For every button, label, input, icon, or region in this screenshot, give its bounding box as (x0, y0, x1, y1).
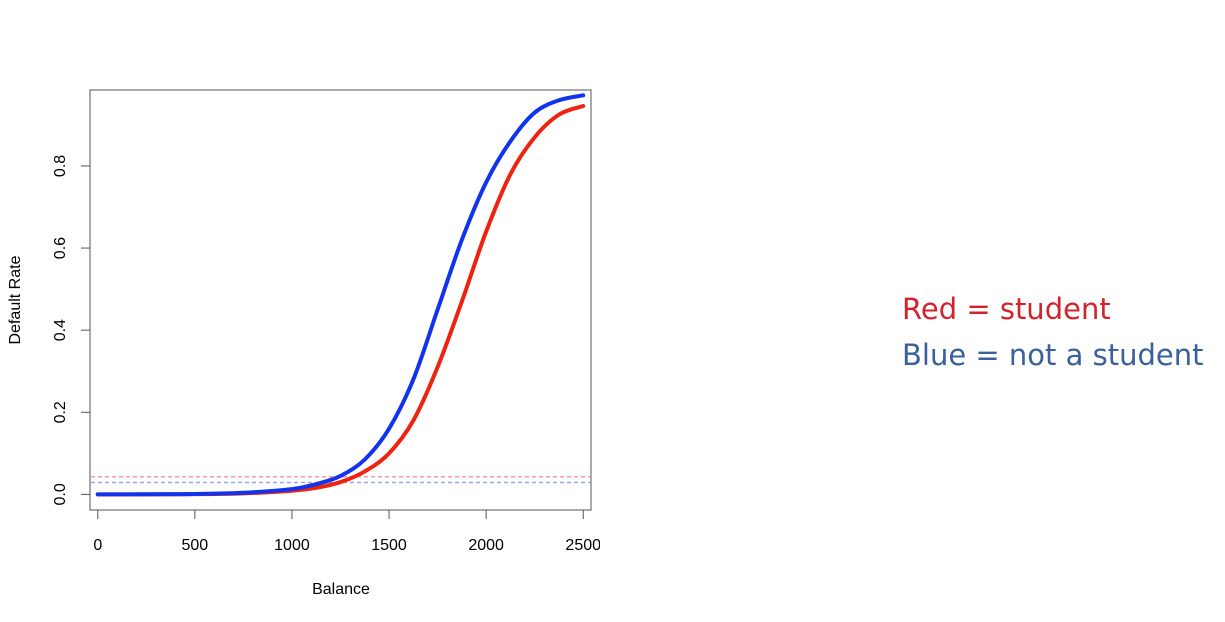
nonstudent-curve (95, 93, 586, 497)
y-tick-label: 0.2 (52, 401, 69, 423)
y-tick-label: 0.0 (52, 483, 69, 505)
x-tick-label: 0 (93, 537, 102, 554)
y-axis-title: Default Rate (7, 255, 24, 344)
x-axis: 0 500 1000 1500 2000 2500 (93, 509, 600, 554)
x-axis-title: Balance (312, 581, 370, 598)
student-curve (95, 104, 586, 497)
default-rate-chart: 0 500 1000 1500 2000 2500 0.0 0.2 0.4 0.6 0.8 Bal… (7, 89, 600, 598)
legend-student-label: Red = student (902, 292, 1111, 326)
x-tick-label: 1500 (371, 537, 407, 554)
y-tick-label: 0.8 (52, 155, 69, 177)
legend: Red = student Blue = not a student (902, 286, 1203, 378)
x-tick-label: 2500 (565, 537, 600, 554)
plot-frame (89, 89, 592, 511)
x-tick-label: 1000 (274, 537, 310, 554)
y-tick-label: 0.4 (52, 319, 69, 341)
y-axis: 0.0 0.2 0.4 0.6 0.8 (52, 155, 91, 506)
x-tick-label: 2000 (468, 537, 504, 554)
legend-nonstudent-label: Blue = not a student (902, 338, 1204, 372)
x-tick-label: 500 (182, 537, 209, 554)
y-tick-label: 0.6 (52, 237, 69, 259)
